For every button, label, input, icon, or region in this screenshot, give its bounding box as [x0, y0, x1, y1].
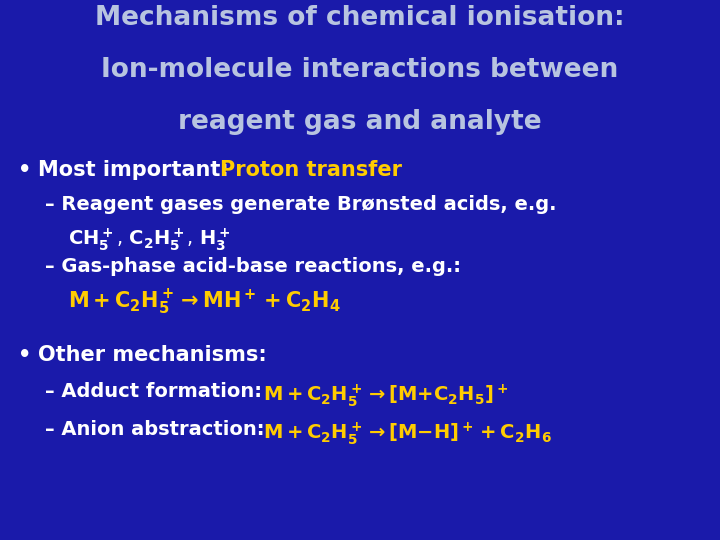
Text: – Gas-phase acid-base reactions, e.g.:: – Gas-phase acid-base reactions, e.g.: [45, 257, 461, 276]
Text: Other mechanisms:: Other mechanisms: [38, 345, 266, 365]
Text: $\mathbf{CH_5^+}$, $\mathbf{C_2H_5^+}$, $\mathbf{H_3^+}$: $\mathbf{CH_5^+}$, $\mathbf{C_2H_5^+}$, … [68, 226, 230, 253]
Text: $\mathbf{M + C_2H_5^+ \rightarrow [M{+}C_2H_5]^+}$: $\mathbf{M + C_2H_5^+ \rightarrow [M{+}C… [263, 382, 508, 409]
Text: – Adduct formation:: – Adduct formation: [45, 382, 276, 401]
Text: Mechanisms of chemical ionisation:: Mechanisms of chemical ionisation: [95, 5, 625, 31]
Text: $\mathbf{M + C_2H_5^+ \rightarrow [M{-}H]^+ + C_2H_6}$: $\mathbf{M + C_2H_5^+ \rightarrow [M{-}H… [263, 420, 552, 447]
Text: Ion-molecule interactions between: Ion-molecule interactions between [102, 57, 618, 83]
Text: Most important:: Most important: [38, 160, 236, 180]
Text: – Anion abstraction:: – Anion abstraction: [45, 420, 271, 439]
Text: – Reagent gases generate Brønsted acids, e.g.: – Reagent gases generate Brønsted acids,… [45, 195, 557, 214]
Text: $\mathbf{M + C_2H_5^+ \rightarrow MH^+ + C_2H_4}$: $\mathbf{M + C_2H_5^+ \rightarrow MH^+ +… [68, 288, 341, 318]
Text: reagent gas and analyte: reagent gas and analyte [178, 109, 542, 135]
Text: •: • [18, 345, 32, 365]
Text: •: • [18, 160, 32, 180]
Text: Proton transfer: Proton transfer [220, 160, 402, 180]
